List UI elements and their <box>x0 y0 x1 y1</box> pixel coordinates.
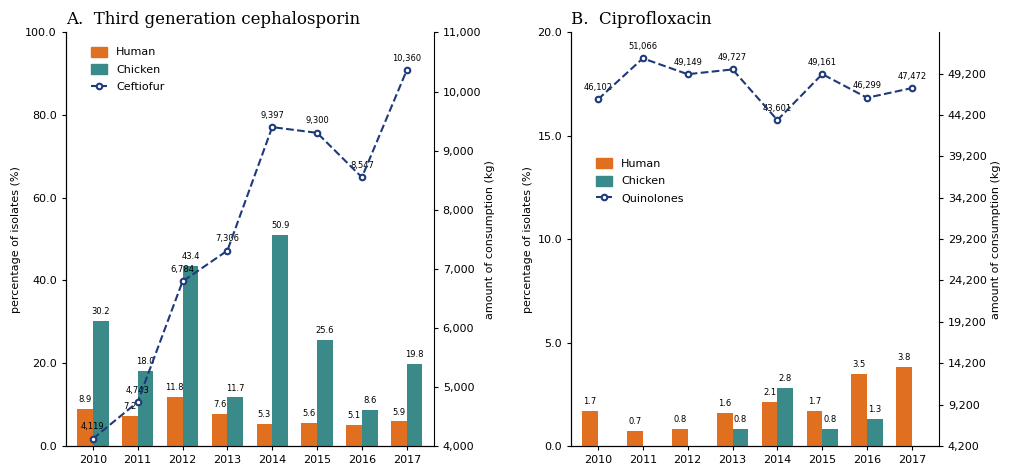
Text: 7.2: 7.2 <box>123 402 136 411</box>
Text: 30.2: 30.2 <box>91 307 110 316</box>
Text: 0.8: 0.8 <box>672 416 685 425</box>
Y-axis label: amount of consumption (kg): amount of consumption (kg) <box>485 160 494 318</box>
Text: 0.7: 0.7 <box>628 417 641 426</box>
Bar <box>776 388 793 446</box>
Text: 4,119: 4,119 <box>81 422 104 431</box>
Text: 1.7: 1.7 <box>583 397 596 406</box>
Text: 49,727: 49,727 <box>717 53 746 62</box>
Text: 2.1: 2.1 <box>762 388 775 397</box>
Text: 5.1: 5.1 <box>347 411 360 420</box>
Text: 47,472: 47,472 <box>897 71 925 80</box>
Bar <box>850 374 866 446</box>
Text: 0.8: 0.8 <box>823 416 836 425</box>
Text: 7,306: 7,306 <box>215 234 240 243</box>
Text: 49,149: 49,149 <box>672 58 702 67</box>
Text: 5.6: 5.6 <box>302 409 315 418</box>
Text: 8.9: 8.9 <box>78 395 92 404</box>
Bar <box>390 421 406 446</box>
Text: 51,066: 51,066 <box>628 42 657 51</box>
Bar <box>182 267 198 446</box>
Bar <box>821 429 837 446</box>
Bar <box>316 340 333 446</box>
Text: 50.9: 50.9 <box>271 221 289 230</box>
Bar <box>346 425 362 446</box>
Bar <box>732 429 747 446</box>
Bar <box>627 431 642 446</box>
Text: 2.8: 2.8 <box>777 374 791 383</box>
Text: 4,743: 4,743 <box>125 386 150 395</box>
Bar <box>406 364 422 446</box>
Text: 25.6: 25.6 <box>315 326 334 335</box>
Text: 11.7: 11.7 <box>225 384 245 393</box>
Bar <box>137 371 154 446</box>
Y-axis label: amount of consumption (kg): amount of consumption (kg) <box>990 160 1000 318</box>
Text: 43.4: 43.4 <box>181 252 199 261</box>
Text: 3.5: 3.5 <box>851 359 865 368</box>
Text: 19.8: 19.8 <box>405 350 424 359</box>
Text: 5.9: 5.9 <box>392 407 405 416</box>
Text: 18.0: 18.0 <box>136 357 155 367</box>
Bar <box>716 413 732 446</box>
Bar <box>896 367 911 446</box>
Text: 7.6: 7.6 <box>212 400 226 409</box>
Text: 46,102: 46,102 <box>583 83 612 92</box>
Text: 1.3: 1.3 <box>867 405 881 414</box>
Text: 11.8: 11.8 <box>165 383 184 392</box>
Text: 3.8: 3.8 <box>897 353 910 362</box>
Bar <box>581 411 598 446</box>
Text: 5.3: 5.3 <box>258 410 271 419</box>
Text: 9,300: 9,300 <box>305 117 329 125</box>
Bar <box>301 423 316 446</box>
Text: 8,547: 8,547 <box>350 161 373 170</box>
Bar <box>167 397 182 446</box>
Text: 0.8: 0.8 <box>733 416 746 425</box>
Bar <box>227 397 243 446</box>
Bar <box>761 402 776 446</box>
Text: 10,360: 10,360 <box>392 54 421 63</box>
Bar <box>77 409 93 446</box>
Y-axis label: percentage of isolates (%): percentage of isolates (%) <box>11 166 21 313</box>
Legend: Human, Chicken, Quinolones: Human, Chicken, Quinolones <box>590 154 687 208</box>
Legend: Human, Chicken, Ceftiofur: Human, Chicken, Ceftiofur <box>86 42 169 97</box>
Text: 43,601: 43,601 <box>762 104 792 113</box>
Bar <box>122 416 137 446</box>
Y-axis label: percentage of isolates (%): percentage of isolates (%) <box>523 166 533 313</box>
Text: 46,299: 46,299 <box>851 81 881 90</box>
Bar <box>671 429 687 446</box>
Text: 1.7: 1.7 <box>807 397 820 406</box>
Text: 49,161: 49,161 <box>807 58 836 67</box>
Bar <box>866 419 882 446</box>
Text: 9,397: 9,397 <box>260 111 284 119</box>
Text: 6,784: 6,784 <box>171 265 194 274</box>
Text: A.  Third generation cephalosporin: A. Third generation cephalosporin <box>66 11 360 28</box>
Bar <box>256 424 272 446</box>
Text: B.  Ciprofloxacin: B. Ciprofloxacin <box>570 11 711 28</box>
Bar <box>272 236 288 446</box>
Bar <box>806 411 821 446</box>
Bar <box>211 415 227 446</box>
Bar <box>362 410 377 446</box>
Text: 1.6: 1.6 <box>718 399 731 408</box>
Text: 8.6: 8.6 <box>363 397 376 406</box>
Bar <box>93 321 108 446</box>
